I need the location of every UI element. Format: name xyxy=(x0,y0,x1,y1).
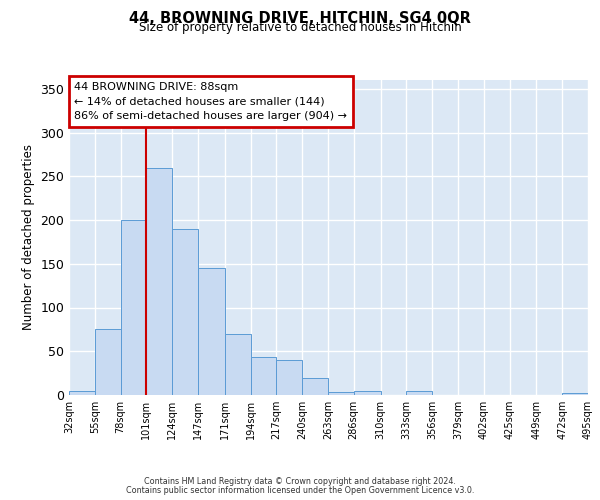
Bar xyxy=(198,268,225,395)
Bar xyxy=(225,334,251,395)
Bar xyxy=(172,229,198,395)
Text: 44, BROWNING DRIVE, HITCHIN, SG4 0QR: 44, BROWNING DRIVE, HITCHIN, SG4 0QR xyxy=(129,11,471,26)
Bar xyxy=(251,358,277,395)
Bar xyxy=(146,168,172,395)
Bar xyxy=(354,390,380,395)
Text: Contains HM Land Registry data © Crown copyright and database right 2024.: Contains HM Land Registry data © Crown c… xyxy=(144,477,456,486)
Text: 44 BROWNING DRIVE: 88sqm
← 14% of detached houses are smaller (144)
86% of semi-: 44 BROWNING DRIVE: 88sqm ← 14% of detach… xyxy=(74,82,347,121)
Bar xyxy=(69,390,95,395)
Bar xyxy=(562,393,588,395)
Bar xyxy=(302,378,328,395)
Text: Size of property relative to detached houses in Hitchin: Size of property relative to detached ho… xyxy=(139,21,461,34)
Bar xyxy=(277,360,302,395)
Bar xyxy=(406,390,432,395)
Text: Contains public sector information licensed under the Open Government Licence v3: Contains public sector information licen… xyxy=(126,486,474,495)
Bar xyxy=(328,392,354,395)
Bar xyxy=(121,220,146,395)
Bar xyxy=(95,330,121,395)
Y-axis label: Number of detached properties: Number of detached properties xyxy=(22,144,35,330)
